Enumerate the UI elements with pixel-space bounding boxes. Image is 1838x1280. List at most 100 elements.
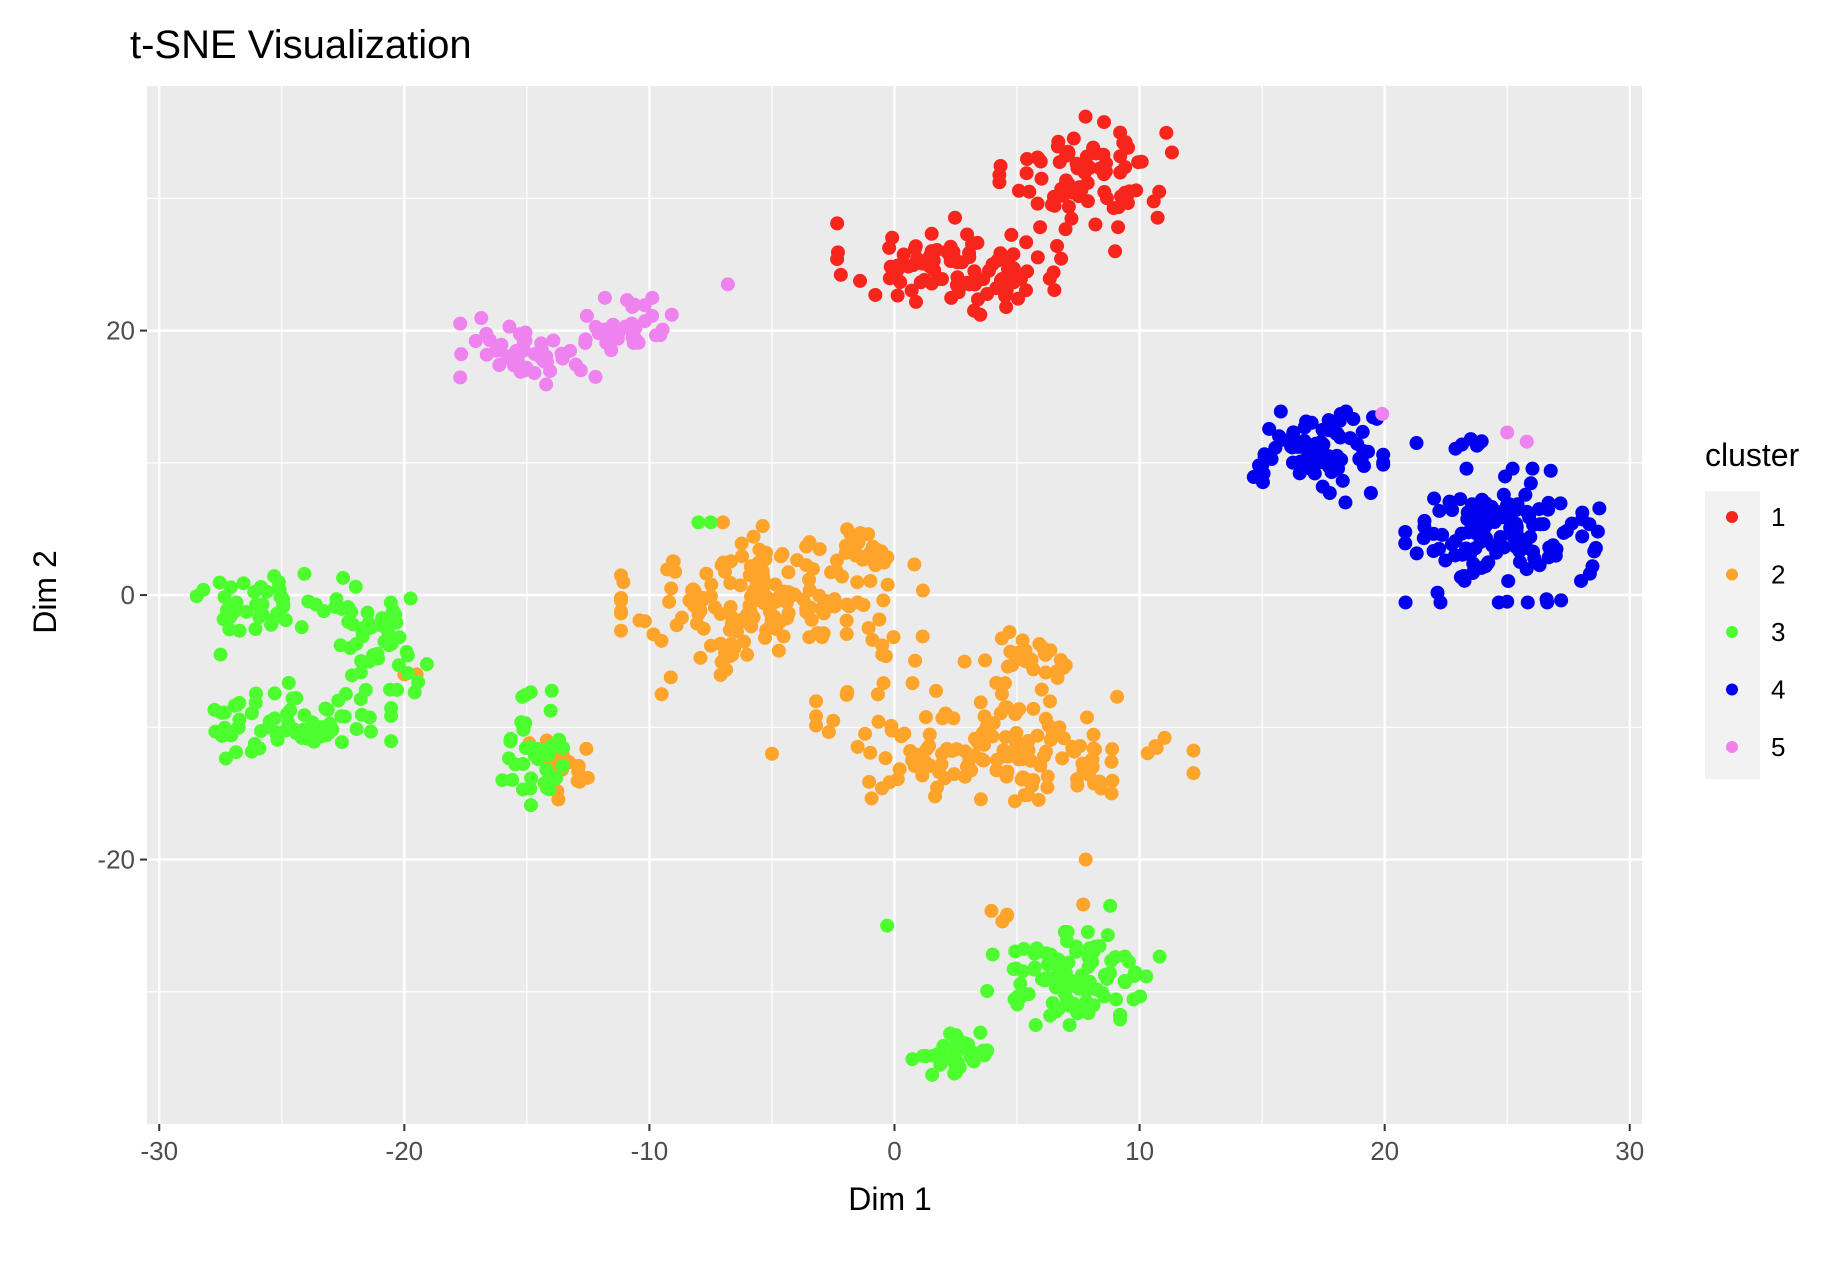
data-point [637, 614, 652, 629]
data-point [863, 573, 878, 588]
data-point [1122, 184, 1137, 199]
data-point [518, 741, 533, 756]
data-point [850, 536, 865, 551]
data-point [474, 311, 489, 326]
data-point [1355, 424, 1370, 439]
data-point [855, 552, 870, 567]
data-point [957, 654, 972, 669]
data-point [364, 620, 379, 635]
data-point [1548, 548, 1563, 563]
data-point [896, 247, 911, 262]
data-point [222, 622, 237, 637]
data-point [1021, 743, 1036, 758]
data-point [1330, 448, 1345, 463]
data-point [654, 687, 669, 702]
legend-label-3: 3 [1771, 617, 1785, 647]
data-point [973, 307, 988, 322]
data-point [1110, 689, 1125, 704]
data-point [1043, 694, 1058, 709]
data-point [1126, 992, 1141, 1007]
data-point [1026, 773, 1041, 788]
data-point [1448, 441, 1463, 456]
data-point [1056, 660, 1071, 675]
series-1 [830, 109, 1179, 322]
data-point [227, 698, 242, 713]
data-point [755, 519, 770, 534]
data-point [1575, 505, 1590, 520]
data-point [518, 688, 533, 703]
data-point [1500, 425, 1515, 440]
data-point [1006, 275, 1021, 290]
data-point [1523, 529, 1538, 544]
data-point [1500, 594, 1515, 609]
data-point [958, 769, 973, 784]
data-point [858, 726, 873, 741]
data-point [648, 328, 663, 343]
data-point [826, 713, 841, 728]
data-point [1315, 422, 1330, 437]
data-point [331, 693, 346, 708]
data-point [693, 603, 708, 618]
data-point [1061, 146, 1076, 161]
data-point [870, 542, 885, 557]
data-point [543, 364, 558, 379]
x-tick-label: 30 [1615, 1136, 1644, 1166]
data-point [546, 333, 561, 348]
data-point [1112, 1007, 1127, 1022]
data-point [288, 725, 303, 740]
data-point [1343, 431, 1358, 446]
data-point [244, 744, 259, 759]
data-point [1104, 754, 1119, 769]
data-point [1005, 658, 1020, 673]
data-point [1030, 196, 1045, 211]
data-point [518, 716, 533, 731]
data-point [249, 597, 264, 612]
data-point [976, 753, 991, 768]
data-point [786, 587, 801, 602]
data-point [371, 651, 386, 666]
data-point [935, 711, 950, 726]
data-point [868, 287, 883, 302]
data-point [333, 638, 348, 653]
data-point [539, 762, 554, 777]
data-point [929, 683, 944, 698]
data-point [606, 317, 621, 332]
axes: -30 -20 -10 0 10 20 30 -20 0 20 [97, 316, 1644, 1166]
data-point [973, 695, 988, 710]
data-point [1338, 495, 1353, 510]
data-point [924, 226, 939, 241]
data-point [821, 725, 836, 740]
data-point [725, 647, 740, 662]
data-point [1020, 152, 1035, 167]
data-point [905, 753, 920, 768]
data-point [915, 629, 930, 644]
data-point [1046, 956, 1061, 971]
data-point [980, 984, 995, 999]
data-point [963, 1050, 978, 1065]
data-point [1453, 492, 1468, 507]
data-point [1105, 773, 1120, 788]
data-point [253, 723, 268, 738]
data-point [1473, 535, 1488, 550]
data-point [816, 606, 831, 621]
data-point [301, 594, 316, 609]
data-point [952, 1060, 967, 1075]
data-point [1051, 1001, 1066, 1016]
data-point [908, 653, 923, 668]
data-point [1038, 647, 1053, 662]
data-point [1103, 898, 1118, 913]
y-tick-label: 20 [106, 316, 135, 346]
data-point [1012, 702, 1027, 717]
data-point [1553, 496, 1568, 511]
chart-title: t-SNE Visualization [130, 23, 472, 67]
data-point [1069, 156, 1084, 171]
legend-key-5 [1726, 741, 1738, 753]
data-point [262, 714, 277, 729]
data-point [1017, 788, 1032, 803]
data-point [890, 288, 905, 303]
legend-key-2 [1726, 568, 1738, 581]
data-point [1409, 436, 1424, 451]
data-point [579, 741, 594, 756]
legend-key-3 [1726, 626, 1738, 638]
